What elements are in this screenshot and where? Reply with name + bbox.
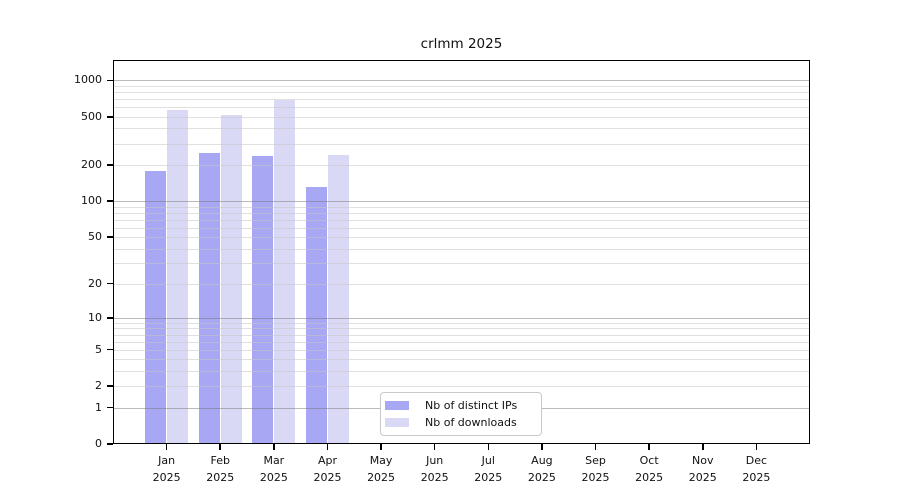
gridline-minor xyxy=(114,116,809,118)
y-axis-tick-label: 20 xyxy=(88,276,102,290)
gridline-minor xyxy=(114,227,809,229)
bar-nb-of-distinct-ips-apr xyxy=(305,187,327,443)
legend-label-distinct-ips: Nb of distinct IPs xyxy=(425,399,518,412)
gridline-minor xyxy=(114,212,809,214)
y-axis-tick xyxy=(107,317,113,319)
gridline-minor xyxy=(114,92,809,94)
gridline-minor xyxy=(114,237,809,239)
y-axis-tick xyxy=(107,443,113,445)
legend: Nb of distinct IPs Nb of downloads xyxy=(380,392,542,436)
gridline-minor xyxy=(114,349,809,351)
x-axis-tick-label: Feb 2025 xyxy=(206,454,235,484)
x-axis-tick xyxy=(326,444,329,450)
bar-nb-of-distinct-ips-feb xyxy=(198,152,220,443)
legend-item-downloads: Nb of downloads xyxy=(385,416,535,429)
gridline-minor xyxy=(114,143,809,145)
legend-label-downloads: Nb of downloads xyxy=(425,416,517,429)
x-axis-tick xyxy=(594,444,597,450)
x-axis-tick xyxy=(487,444,490,450)
x-axis-tick-label: Jun 2025 xyxy=(420,454,449,484)
legend-item-distinct-ips: Nb of distinct IPs xyxy=(385,399,535,412)
x-axis-tick xyxy=(273,444,275,450)
gridline-minor xyxy=(114,99,809,101)
gridline-minor xyxy=(114,322,809,324)
x-axis-tick xyxy=(541,444,543,450)
y-axis-tick-label: 10 xyxy=(88,310,102,324)
y-axis-tick-label: 50 xyxy=(88,230,102,244)
bar-nb-of-distinct-ips-mar xyxy=(252,155,274,443)
y-axis-tick xyxy=(107,282,113,285)
y-axis-tick xyxy=(107,406,113,409)
gridline-minor xyxy=(114,128,809,130)
x-axis-tick xyxy=(702,444,704,450)
y-axis-tick-label: 0 xyxy=(95,437,102,450)
gridline-minor xyxy=(114,371,809,373)
y-axis-tick-label: 1000 xyxy=(74,73,102,87)
gridline-minor xyxy=(114,206,809,208)
x-axis-tick-label: Mar 2025 xyxy=(259,454,288,484)
gridline-minor xyxy=(114,248,809,250)
x-axis-tick-label: Oct 2025 xyxy=(635,454,664,484)
gridline-minor xyxy=(114,334,809,336)
y-axis-tick xyxy=(107,200,113,202)
bar-nb-of-distinct-ips-jan xyxy=(145,170,167,443)
bar-nb-of-downloads-apr xyxy=(327,155,349,443)
y-axis-tick xyxy=(107,348,113,351)
bar-nb-of-downloads-mar xyxy=(274,100,296,443)
x-axis-tick xyxy=(433,444,436,450)
gridline-minor xyxy=(114,359,809,361)
gridline-major xyxy=(114,80,809,82)
gridline-minor xyxy=(114,164,809,166)
y-axis-tick-label: 200 xyxy=(81,157,102,171)
y-axis-tick-label: 5 xyxy=(95,342,102,356)
gridline-major xyxy=(114,201,809,203)
x-axis-tick-label: Jan 2025 xyxy=(152,454,181,484)
x-axis-tick xyxy=(380,444,382,450)
x-axis-tick xyxy=(219,444,221,450)
y-axis-tick xyxy=(107,116,113,118)
bar-nb-of-downloads-feb xyxy=(220,115,242,443)
x-axis-tick xyxy=(648,444,650,450)
x-axis-tick xyxy=(165,444,168,450)
gridline-minor xyxy=(114,341,809,343)
x-axis-tick-label: May 2025 xyxy=(367,454,396,484)
x-axis-tick-label: Apr 2025 xyxy=(313,454,342,484)
x-axis-tick-label: Dec 2025 xyxy=(742,454,771,484)
gridline-minor xyxy=(114,263,809,265)
x-axis-tick-label: Sep 2025 xyxy=(581,454,610,484)
y-axis-tick-label: 1 xyxy=(95,400,102,414)
x-axis-tick xyxy=(755,444,758,450)
gridline-minor xyxy=(114,386,809,388)
y-axis-tick-label: 500 xyxy=(81,109,102,123)
x-axis-tick-label: Aug 2025 xyxy=(527,454,556,484)
y-axis-tick xyxy=(107,164,113,166)
x-axis-tick-label: Jul 2025 xyxy=(474,454,503,484)
x-axis-tick-label: Nov 2025 xyxy=(688,454,717,484)
y-axis-tick xyxy=(107,236,113,238)
y-axis-tick-label: 100 xyxy=(81,194,102,208)
chart-title: crlmm 2025 xyxy=(420,36,503,52)
gridline-minor xyxy=(114,219,809,221)
y-axis-tick xyxy=(107,385,113,387)
y-axis-tick xyxy=(107,79,113,82)
gridline-minor xyxy=(114,283,809,285)
gridline-minor xyxy=(114,107,809,109)
legend-swatch-downloads xyxy=(385,417,409,428)
bar-nb-of-downloads-jan xyxy=(167,109,189,443)
gridline-minor xyxy=(114,85,809,87)
gridline-major xyxy=(114,317,809,319)
legend-swatch-distinct-ips xyxy=(385,400,409,411)
y-axis-tick-label: 2 xyxy=(95,379,102,393)
gridline-minor xyxy=(114,328,809,330)
